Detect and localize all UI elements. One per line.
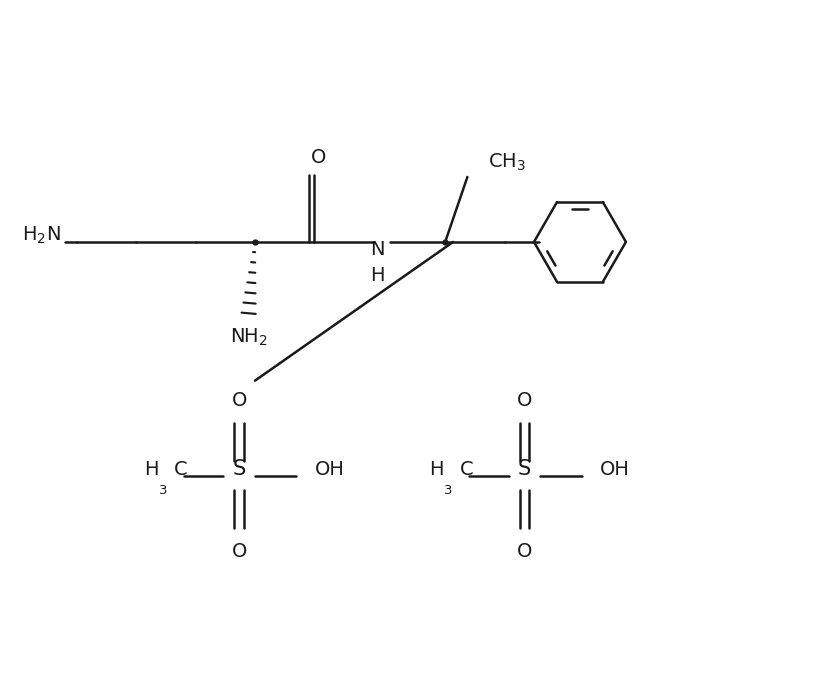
Text: H: H (144, 460, 158, 479)
Text: O: O (517, 391, 532, 410)
Text: C: C (460, 460, 473, 479)
Text: OH: OH (600, 460, 629, 479)
Text: NH$_2$: NH$_2$ (230, 327, 268, 348)
Text: CH$_3$: CH$_3$ (488, 152, 526, 173)
Text: 3: 3 (444, 484, 453, 496)
Text: S: S (518, 460, 531, 479)
Text: S: S (232, 460, 246, 479)
Text: O: O (517, 542, 532, 561)
Text: O: O (311, 147, 326, 166)
Text: O: O (232, 542, 246, 561)
Text: OH: OH (314, 460, 344, 479)
Text: N: N (370, 240, 385, 259)
Text: 3: 3 (159, 484, 168, 496)
Text: H: H (429, 460, 443, 479)
Text: O: O (232, 391, 246, 410)
Text: H$_2$N: H$_2$N (22, 225, 61, 246)
Text: C: C (174, 460, 188, 479)
Text: H: H (370, 266, 385, 284)
